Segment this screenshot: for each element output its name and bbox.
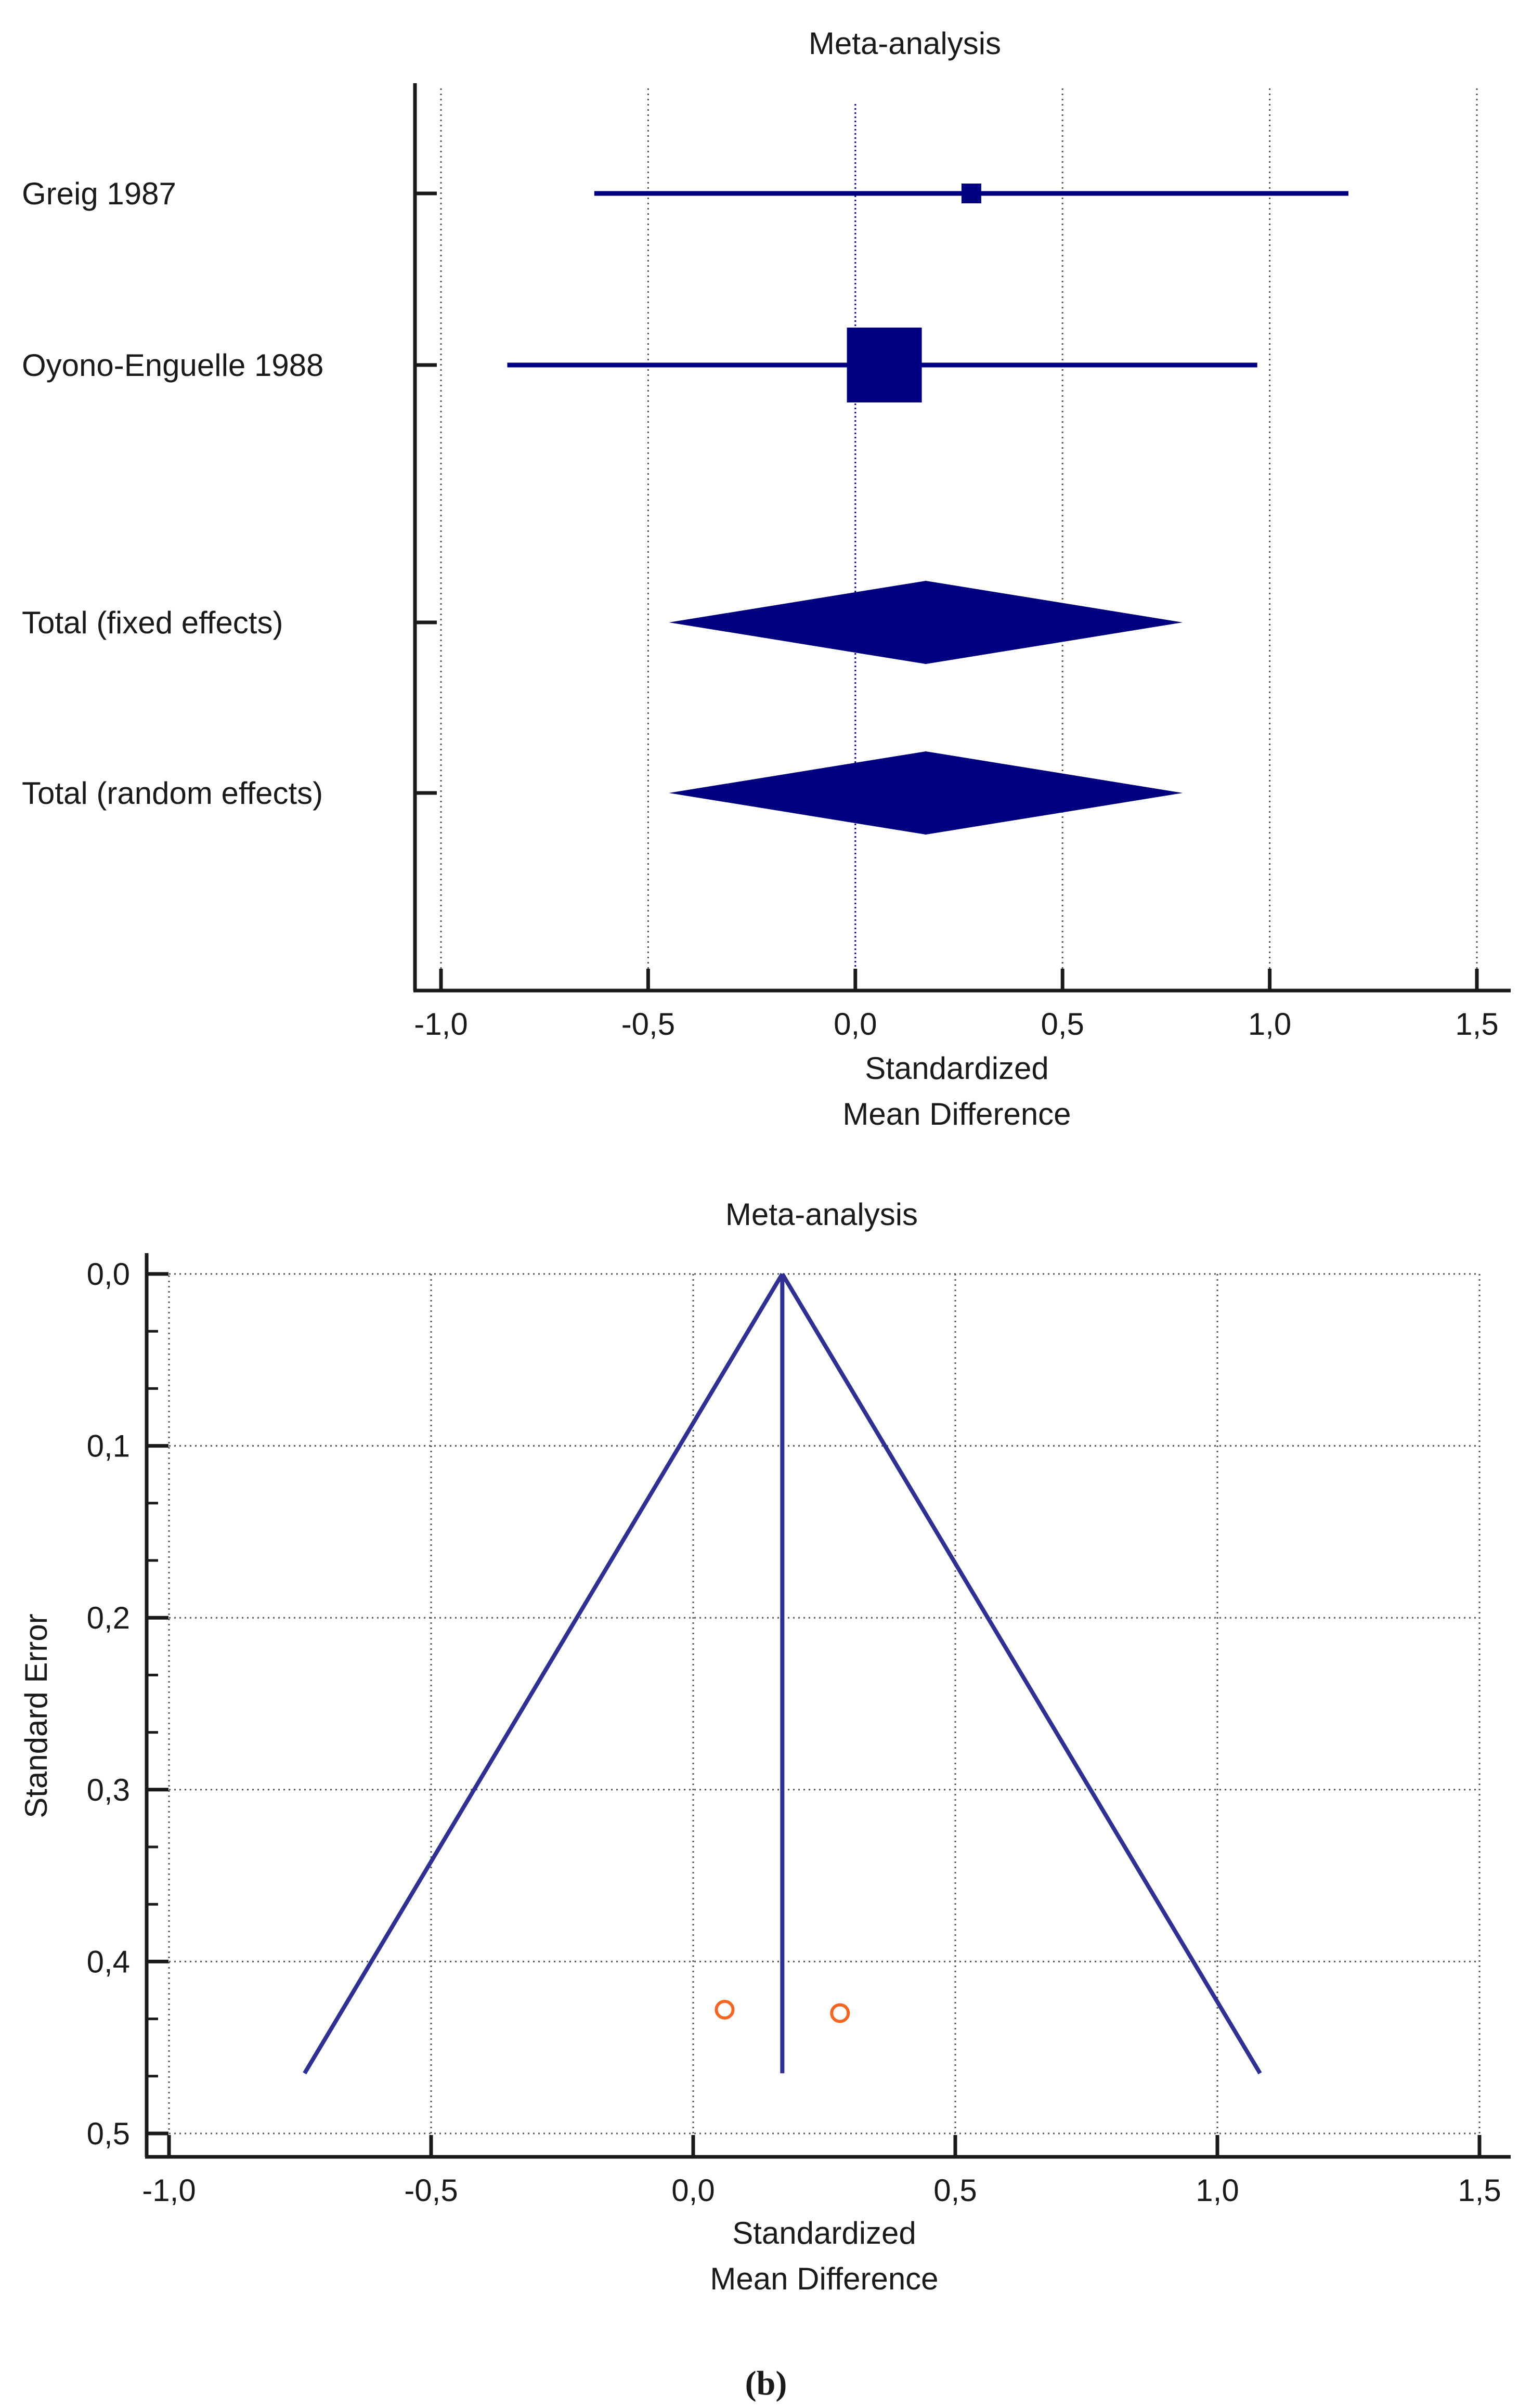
funnel-y-ticks: 0,0 0,1 0,2 0,3 0,4 0,5 [87,1257,168,2151]
funnel-y-tick-label: 0,1 [87,1429,130,1464]
forest-x-tick-label: 1,0 [1248,1007,1291,1042]
study-point [830,2003,850,2023]
forest-x-axis-label-line2: Mean Difference [842,1097,1071,1131]
forest-studies [507,184,1348,402]
pooled-diamond [669,751,1183,835]
study-point-estimate [847,328,922,402]
forest-row-label: Oyono-Enguelle 1988 [22,348,323,383]
funnel-y-tick-label: 0,0 [87,1257,130,1292]
funnel-x-tick-label: -0,5 [404,2173,458,2208]
forest-x-tick-label: 0,0 [834,1007,877,1042]
forest-row-label: Total (random effects) [22,776,323,811]
funnel-left-limit [303,1272,784,2075]
funnel-y-axis-label: Standard Error [19,1613,54,1818]
funnel-x-tick-label: 1,0 [1196,2173,1239,2208]
funnel-plot: Meta-analysis 0,0 0,1 0,2 0,3 0,4 0,5 -1,0 -0,… [19,1197,1511,2296]
funnel-x-tick-label: 0,5 [933,2173,977,2208]
funnel-x-tick-label: -1,0 [142,2173,196,2208]
funnel-x-axis-label-line1: Standardized [732,2216,916,2250]
funnel-axes [145,1253,1511,2159]
funnel-y-tick-label: 0,4 [87,1944,130,1979]
forest-x-tick-label: -1,0 [414,1007,468,1042]
funnel-x-axis-label-line2: Mean Difference [710,2261,938,2296]
funnel-x-tick-label: 0,0 [671,2173,715,2208]
forest-gridlines [440,88,1478,991]
study-point [715,1999,735,2020]
funnel-gridlines [169,1274,1479,2133]
funnel-title: Meta-analysis [725,1197,918,1232]
funnel-right-limit [780,1272,1262,2075]
forest-row-label: Greig 1987 [22,176,176,211]
forest-x-tick-label: 0,5 [1041,1007,1084,1042]
funnel-y-tick-label: 0,5 [87,2116,130,2151]
funnel-plot-frame [168,1273,1481,2134]
forest-plot: Meta-analysis -1,0 -0,5 0,0 0,5 1,0 1,5 Greig… [22,26,1511,1131]
funnel-study-points [715,1999,850,2023]
forest-x-tick-label: 1,5 [1455,1007,1498,1042]
funnel-x-ticks: -1,0 -0,5 0,0 0,5 1,0 1,5 [142,2135,1501,2208]
forest-x-axis-label-line1: Standardized [865,1051,1049,1086]
funnel-lines [303,1272,1262,2075]
forest-row-labels: Greig 1987 Oyono-Enguelle 1988 Total (fixe… [22,176,437,811]
forest-row-label: Total (fixed effects) [22,605,283,640]
forest-x-tick-label: -0,5 [621,1007,675,1042]
forest-title: Meta-analysis [809,26,1001,61]
pooled-diamond [669,581,1183,664]
panel-b-caption: (b) [745,2364,787,2402]
study-point-estimate [961,184,981,203]
funnel-y-tick-label: 0,3 [87,1773,130,1807]
forest-x-ticks: -1,0 -0,5 0,0 0,5 1,0 1,5 [414,969,1499,1042]
forest-pooled [669,581,1183,835]
funnel-x-tick-label: 1,5 [1458,2173,1501,2208]
funnel-y-tick-label: 0,2 [87,1600,130,1635]
